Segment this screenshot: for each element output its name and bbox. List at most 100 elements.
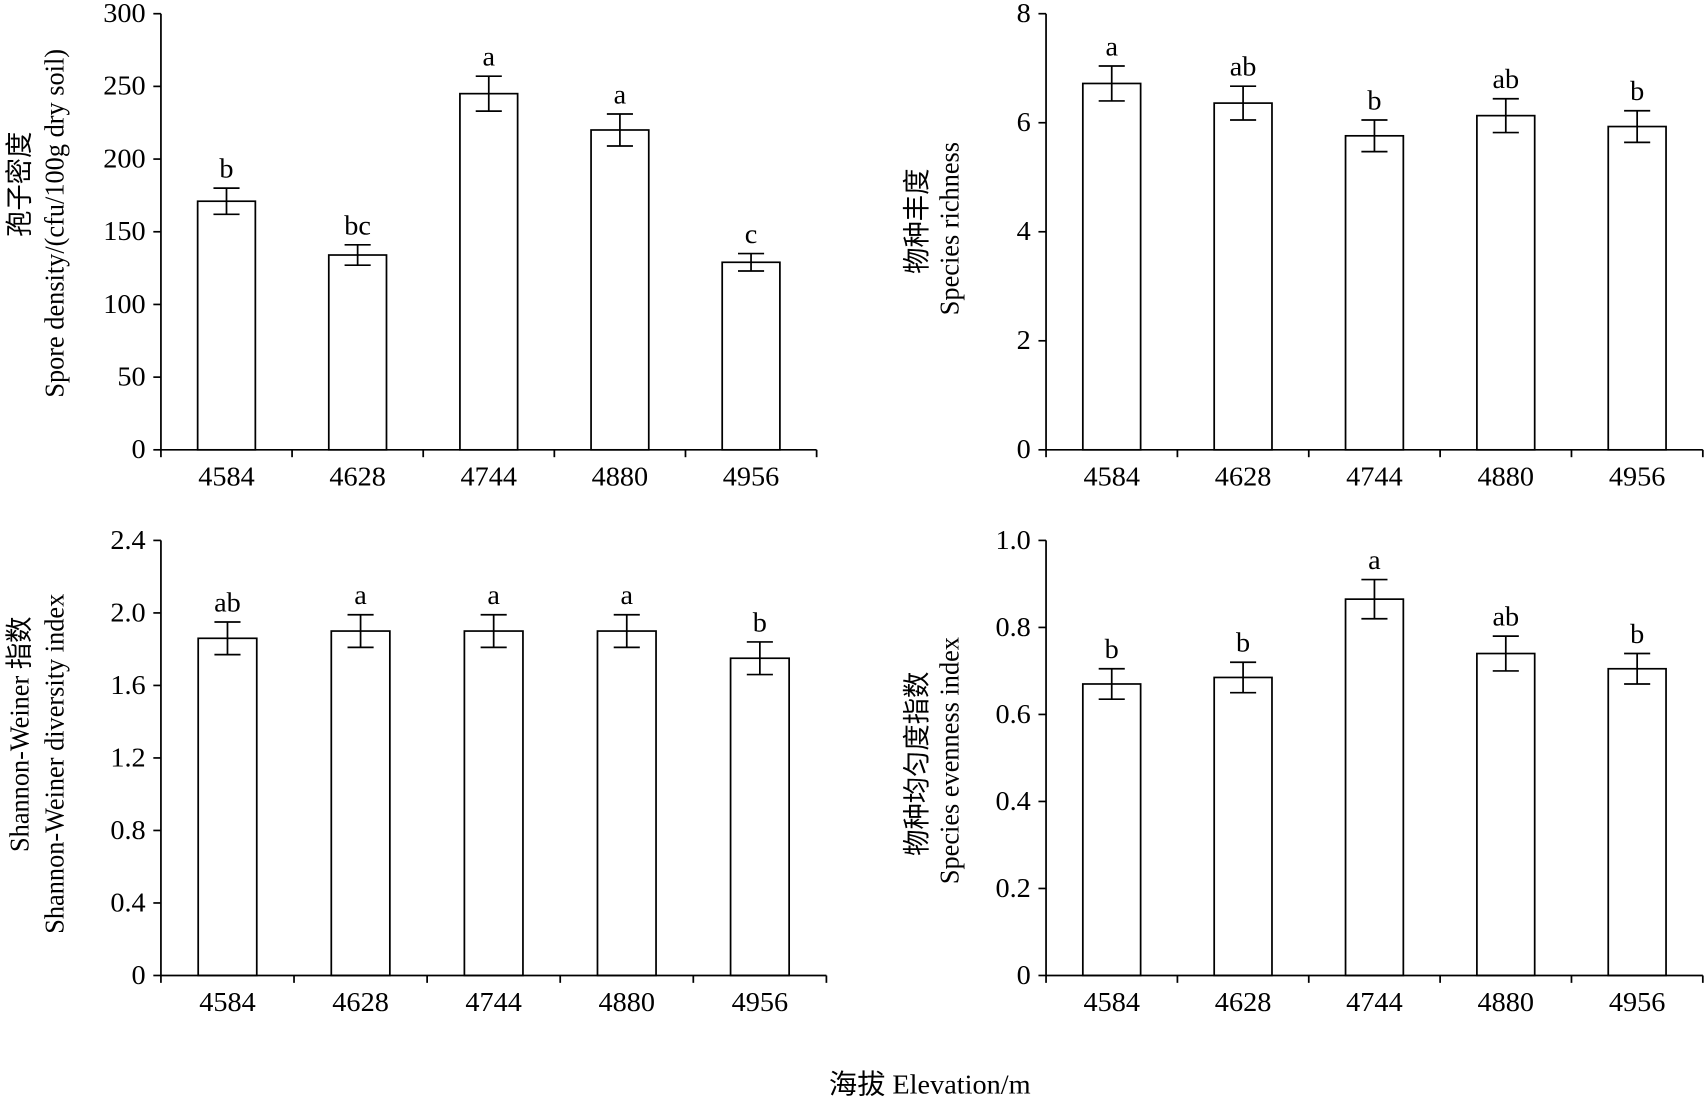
significance-letter: bc <box>344 211 371 242</box>
error-bar <box>737 252 765 272</box>
bar <box>196 200 257 451</box>
y-axis-label: 物种均匀度指数 <box>901 672 931 856</box>
bar <box>1476 114 1536 451</box>
significance-letter: a <box>487 581 500 612</box>
bar <box>1607 125 1667 451</box>
error-bar <box>1492 635 1519 672</box>
x-tick-label: 4584 <box>1083 988 1140 1019</box>
y-axis-label: Species richness <box>934 142 964 315</box>
bar <box>1476 652 1536 977</box>
y-tick-label: 200 <box>103 144 145 175</box>
bar <box>729 657 791 977</box>
error-bar <box>344 243 371 267</box>
bar <box>330 630 391 977</box>
x-tick-label: 4956 <box>1609 462 1666 493</box>
significance-letter: c <box>745 219 758 250</box>
error-bar <box>746 641 773 676</box>
y-axis-label: 孢子密度 <box>4 132 34 237</box>
significance-letter: a <box>620 581 633 612</box>
y-tick-label: 0 <box>132 960 146 991</box>
significance-letter: b <box>1630 77 1644 108</box>
y-axis-label: Shannon-Weiner diversity index <box>39 593 69 934</box>
error-bar <box>1098 667 1125 701</box>
y-tick-label: 0.4 <box>110 888 145 919</box>
error-bar <box>1361 119 1388 153</box>
significance-letter: b <box>219 154 233 185</box>
y-tick-label: 2.4 <box>110 525 145 556</box>
x-tick-label: 4880 <box>592 462 649 493</box>
y-tick-label: 250 <box>103 71 145 102</box>
y-tick-label: 0.4 <box>995 786 1030 817</box>
y-tick-label: 300 <box>103 0 145 29</box>
x-tick-label: 4584 <box>198 462 255 493</box>
error-bar <box>1230 85 1257 121</box>
error-bar <box>213 187 240 216</box>
error-bar <box>1230 661 1257 694</box>
bar <box>1213 102 1273 451</box>
x-tick-label: 4744 <box>461 462 518 493</box>
bar <box>1607 667 1667 977</box>
significance-letter: b <box>1630 619 1644 650</box>
x-tick-label: 4956 <box>723 462 780 493</box>
y-tick-label: 0.8 <box>110 815 145 846</box>
x-tick-label: 4628 <box>332 988 389 1019</box>
chart-panel-1: 0 50 100 150 200 250 300 b 4584 bc 4628 a 4744 a 4880 c… <box>4 0 818 493</box>
error-bar <box>214 621 241 656</box>
error-bar <box>1361 578 1388 620</box>
significance-letter: ab <box>1230 52 1257 83</box>
chart-panel-3: 0 0.4 0.8 1.2 1.6 2.0 2.4 ab 4584 a 4628 a 4744 a 4880… <box>4 525 828 1019</box>
y-tick-label: 4 <box>1017 217 1031 248</box>
bar <box>1081 683 1142 977</box>
y-tick-label: 1.0 <box>995 525 1030 556</box>
bar <box>721 261 781 451</box>
significance-letter: a <box>482 42 495 73</box>
significance-letter: ab <box>1492 65 1519 96</box>
bar <box>327 254 388 451</box>
x-axis-label: 海拔 Elevation/m <box>829 1070 1031 1101</box>
error-bar <box>475 75 502 112</box>
x-tick-label: 4584 <box>1083 462 1140 493</box>
error-bar <box>347 613 374 649</box>
x-tick-label: 4880 <box>598 988 655 1019</box>
error-bar <box>606 113 633 147</box>
x-tick-label: 4880 <box>1478 462 1535 493</box>
significance-letter: b <box>1236 628 1250 659</box>
error-bar <box>1624 109 1651 144</box>
significance-letter: b <box>1367 86 1381 117</box>
bar <box>1081 82 1142 451</box>
significance-letter: ab <box>1492 602 1519 633</box>
x-tick-label: 4744 <box>465 988 522 1019</box>
significance-letter: a <box>354 581 367 612</box>
bar <box>596 630 657 977</box>
significance-letter: ab <box>214 588 241 619</box>
y-tick-label: 0.6 <box>995 699 1030 730</box>
bar <box>1344 598 1405 977</box>
y-tick-label: 1.6 <box>110 670 145 701</box>
bar <box>1213 676 1273 977</box>
bar <box>459 92 519 451</box>
y-axis-label: Shannon-Weiner 指数 <box>4 617 34 852</box>
y-tick-label: 2 <box>1017 326 1031 357</box>
error-bar <box>1492 97 1519 134</box>
x-tick-label: 4584 <box>199 988 256 1019</box>
y-tick-label: 1.2 <box>110 743 145 774</box>
x-tick-label: 4744 <box>1346 988 1403 1019</box>
y-tick-label: 0.8 <box>995 612 1030 643</box>
significance-letter: a <box>1105 32 1118 63</box>
error-bar <box>613 613 640 649</box>
significance-letter: b <box>1105 635 1119 666</box>
bar <box>463 630 524 977</box>
x-tick-label: 4956 <box>732 988 789 1019</box>
y-tick-label: 2.0 <box>110 598 145 629</box>
y-axis-label: Spore density/(cfu/100g dry soil) <box>39 49 69 398</box>
y-tick-label: 150 <box>103 217 145 248</box>
error-bar <box>480 613 507 649</box>
y-tick-label: 6 <box>1017 107 1031 138</box>
y-tick-label: 0 <box>132 435 146 466</box>
x-tick-label: 4628 <box>1215 462 1272 493</box>
x-tick-label: 4744 <box>1346 462 1403 493</box>
x-tick-label: 4880 <box>1478 988 1535 1019</box>
y-tick-label: 0.2 <box>995 873 1030 904</box>
y-tick-label: 0 <box>1017 960 1031 991</box>
error-bar <box>1098 65 1125 102</box>
